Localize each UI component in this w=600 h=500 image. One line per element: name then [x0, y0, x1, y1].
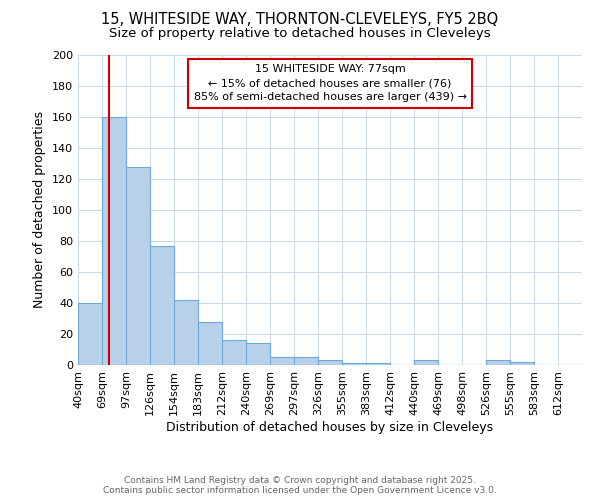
Text: 15, WHITESIDE WAY, THORNTON-CLEVELEYS, FY5 2BQ: 15, WHITESIDE WAY, THORNTON-CLEVELEYS, F… [101, 12, 499, 28]
Y-axis label: Number of detached properties: Number of detached properties [34, 112, 46, 308]
X-axis label: Distribution of detached houses by size in Cleveleys: Distribution of detached houses by size … [166, 420, 494, 434]
Text: Contains HM Land Registry data © Crown copyright and database right 2025.
Contai: Contains HM Land Registry data © Crown c… [103, 476, 497, 495]
Text: Size of property relative to detached houses in Cleveleys: Size of property relative to detached ho… [109, 28, 491, 40]
Text: 15 WHITESIDE WAY: 77sqm
← 15% of detached houses are smaller (76)
85% of semi-de: 15 WHITESIDE WAY: 77sqm ← 15% of detache… [193, 64, 467, 102]
